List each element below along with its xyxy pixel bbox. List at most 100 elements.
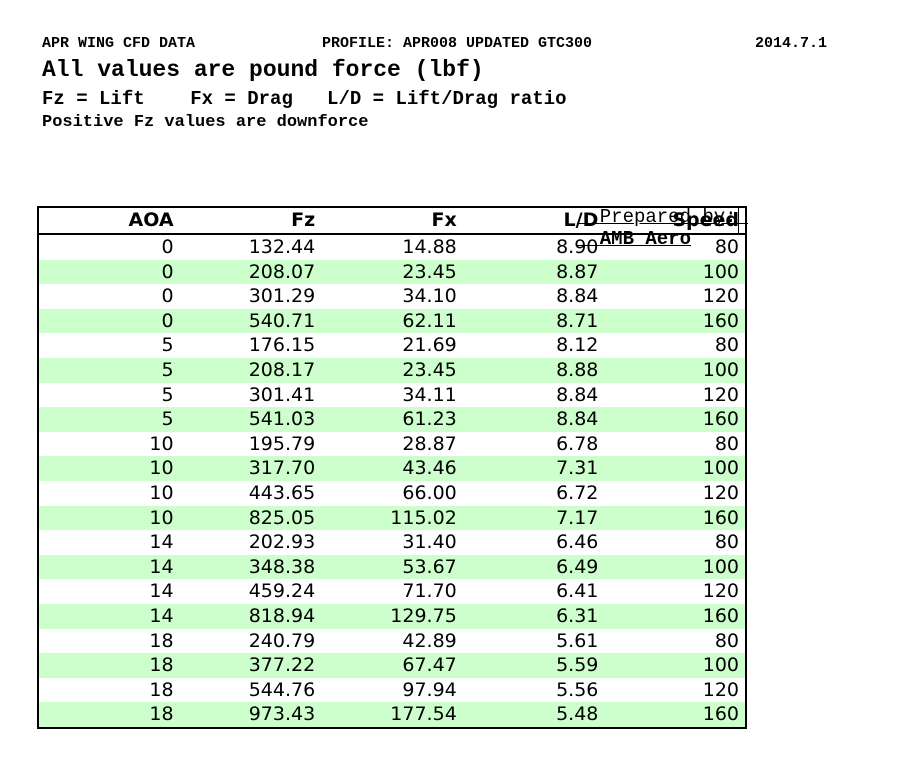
table-cell-ld: 6.72 xyxy=(556,481,599,504)
table-cell-aoa: 14 xyxy=(38,554,180,580)
table-cell-fz: 459.24 xyxy=(248,580,316,603)
table-cell-aoa: 10 xyxy=(38,505,180,531)
table-cell-fx: 61.23 xyxy=(321,407,463,432)
table-row: 18 544.76 97.94 5.56 120 xyxy=(38,678,746,703)
table-cell-fz: 540.71 xyxy=(179,308,322,334)
table-cell-fz: 208.17 xyxy=(179,357,322,383)
column-header-fx: Fx xyxy=(321,207,463,235)
table-cell-aoa: 14 xyxy=(149,531,174,554)
table-row: 10 317.70 43.46 7.31 100 xyxy=(38,456,746,481)
table-cell-fx: 31.40 xyxy=(402,531,457,554)
table-cell-aoa: 5 xyxy=(38,357,180,383)
table-cell-aoa: 0 xyxy=(38,259,180,285)
table-cell-speed: 160 xyxy=(604,308,746,334)
table-cell-aoa: 18 xyxy=(38,702,180,728)
table-cell-fx: 28.87 xyxy=(402,432,457,455)
table-row: 14 348.38 53.67 6.49 100 xyxy=(38,554,746,580)
column-header-aoa: AOA xyxy=(38,207,180,235)
table-cell-ld: 7.17 xyxy=(462,505,605,531)
table-cell-ld: 8.84 xyxy=(462,407,605,432)
table-cell-ld: 5.48 xyxy=(462,702,605,728)
table-cell-aoa: 0 xyxy=(161,285,174,308)
table-cell-aoa: 0 xyxy=(161,236,174,258)
table-row: 5 176.15 21.69 8.12 80 xyxy=(38,333,746,358)
table-row: 0 132.44 14.88 8.90 80 xyxy=(38,234,746,260)
table-cell-fx: 53.67 xyxy=(321,554,463,580)
table-cell-fz: 541.03 xyxy=(179,407,322,432)
table-cell-fz: 301.29 xyxy=(248,285,316,308)
table-row: 14 202.93 31.40 6.46 80 xyxy=(38,530,746,555)
table-cell-speed: 80 xyxy=(714,236,739,258)
table-cell-aoa: 10 xyxy=(38,456,180,481)
table-row: 0 208.07 23.45 8.87 100 xyxy=(38,259,746,285)
table-cell-speed: 160 xyxy=(604,407,746,432)
table-cell-ld: 5.59 xyxy=(462,653,605,678)
table-cell-fz: 348.38 xyxy=(179,554,322,580)
table-cell-speed: 120 xyxy=(702,383,739,406)
table-cell-ld: 8.88 xyxy=(462,357,605,383)
table-cell-fz: 176.15 xyxy=(248,334,316,357)
table-cell-speed: 80 xyxy=(714,629,739,652)
table-row: 18 240.79 42.89 5.61 80 xyxy=(38,629,746,654)
table-cell-fx: 21.69 xyxy=(402,334,457,357)
table-row: 0 301.29 34.10 8.84 120 xyxy=(38,284,746,309)
table-cell-aoa: 10 xyxy=(149,481,174,504)
table-cell-fz: 317.70 xyxy=(179,456,322,481)
column-header-speed: Speed xyxy=(604,207,746,235)
table-cell-speed: 100 xyxy=(604,357,746,383)
cfd-data-table: AOA Fz Fx L/D Speed 0 132.44 14.88 8.90 80 0 208.0… xyxy=(37,206,747,729)
header-cell-inner-border xyxy=(738,208,739,234)
table-cell-speed: 80 xyxy=(714,432,739,455)
table-row: 5 541.03 61.23 8.84 160 xyxy=(38,407,746,432)
table-cell-fx: 34.10 xyxy=(402,285,457,308)
table-cell-speed: 160 xyxy=(604,603,746,629)
table-cell-fx: 42.89 xyxy=(402,629,457,652)
table-cell-ld: 5.56 xyxy=(556,678,599,701)
document-title: APR WING CFD DATA xyxy=(42,35,196,52)
table-cell-ld: 8.90 xyxy=(556,236,599,258)
table-cell-aoa: 18 xyxy=(149,678,174,701)
table-row: 5 301.41 34.11 8.84 120 xyxy=(38,383,746,408)
downforce-note: Positive Fz values are downforce xyxy=(42,113,369,132)
table-cell-ld: 5.61 xyxy=(556,629,599,652)
table-cell-fz: 240.79 xyxy=(248,629,316,652)
table-cell-speed: 120 xyxy=(702,580,739,603)
table-cell-ld: 6.46 xyxy=(556,531,599,554)
table-cell-ld: 6.78 xyxy=(556,432,599,455)
table-row: 14 818.94 129.75 6.31 160 xyxy=(38,603,746,629)
column-header-fz: Fz xyxy=(179,207,322,235)
table-cell-fx: 115.02 xyxy=(321,505,463,531)
table-cell-aoa: 0 xyxy=(38,308,180,334)
table-cell-ld: 6.49 xyxy=(462,554,605,580)
table-cell-fz: 301.41 xyxy=(248,383,316,406)
table-cell-speed: 120 xyxy=(702,481,739,504)
table-cell-speed: 100 xyxy=(604,259,746,285)
table-cell-aoa: 18 xyxy=(38,653,180,678)
table-cell-speed: 120 xyxy=(702,678,739,701)
table-cell-fx: 43.46 xyxy=(321,456,463,481)
table-cell-ld: 7.31 xyxy=(462,456,605,481)
table-row: 10 195.79 28.87 6.78 80 xyxy=(38,432,746,457)
table-cell-speed: 120 xyxy=(702,285,739,308)
table-cell-speed: 100 xyxy=(604,554,746,580)
table-cell-ld: 6.31 xyxy=(462,603,605,629)
table-cell-aoa: 14 xyxy=(149,580,174,603)
table-cell-aoa: 5 xyxy=(161,334,174,357)
table-cell-fz: 377.22 xyxy=(179,653,322,678)
table-cell-fz: 132.44 xyxy=(248,236,316,258)
table-cell-speed: 160 xyxy=(604,505,746,531)
column-header-ld: L/D xyxy=(462,207,605,235)
table-cell-aoa: 5 xyxy=(38,407,180,432)
table-body: 0 132.44 14.88 8.90 80 0 208.07 23.45 8.87 100 0 30… xyxy=(38,234,746,728)
table-cell-fx: 14.88 xyxy=(402,236,457,258)
table-cell-aoa: 14 xyxy=(38,603,180,629)
table-cell-fx: 129.75 xyxy=(321,603,463,629)
table-header: AOA Fz Fx L/D Speed xyxy=(38,207,746,235)
table-cell-fz: 202.93 xyxy=(248,531,316,554)
table-cell-fz: 195.79 xyxy=(248,432,316,455)
table-row: 14 459.24 71.70 6.41 120 xyxy=(38,579,746,604)
table-cell-fz: 973.43 xyxy=(179,702,322,728)
table-cell-fz: 544.76 xyxy=(248,678,316,701)
table-cell-aoa: 18 xyxy=(149,629,174,652)
table-row: 5 208.17 23.45 8.88 100 xyxy=(38,357,746,383)
